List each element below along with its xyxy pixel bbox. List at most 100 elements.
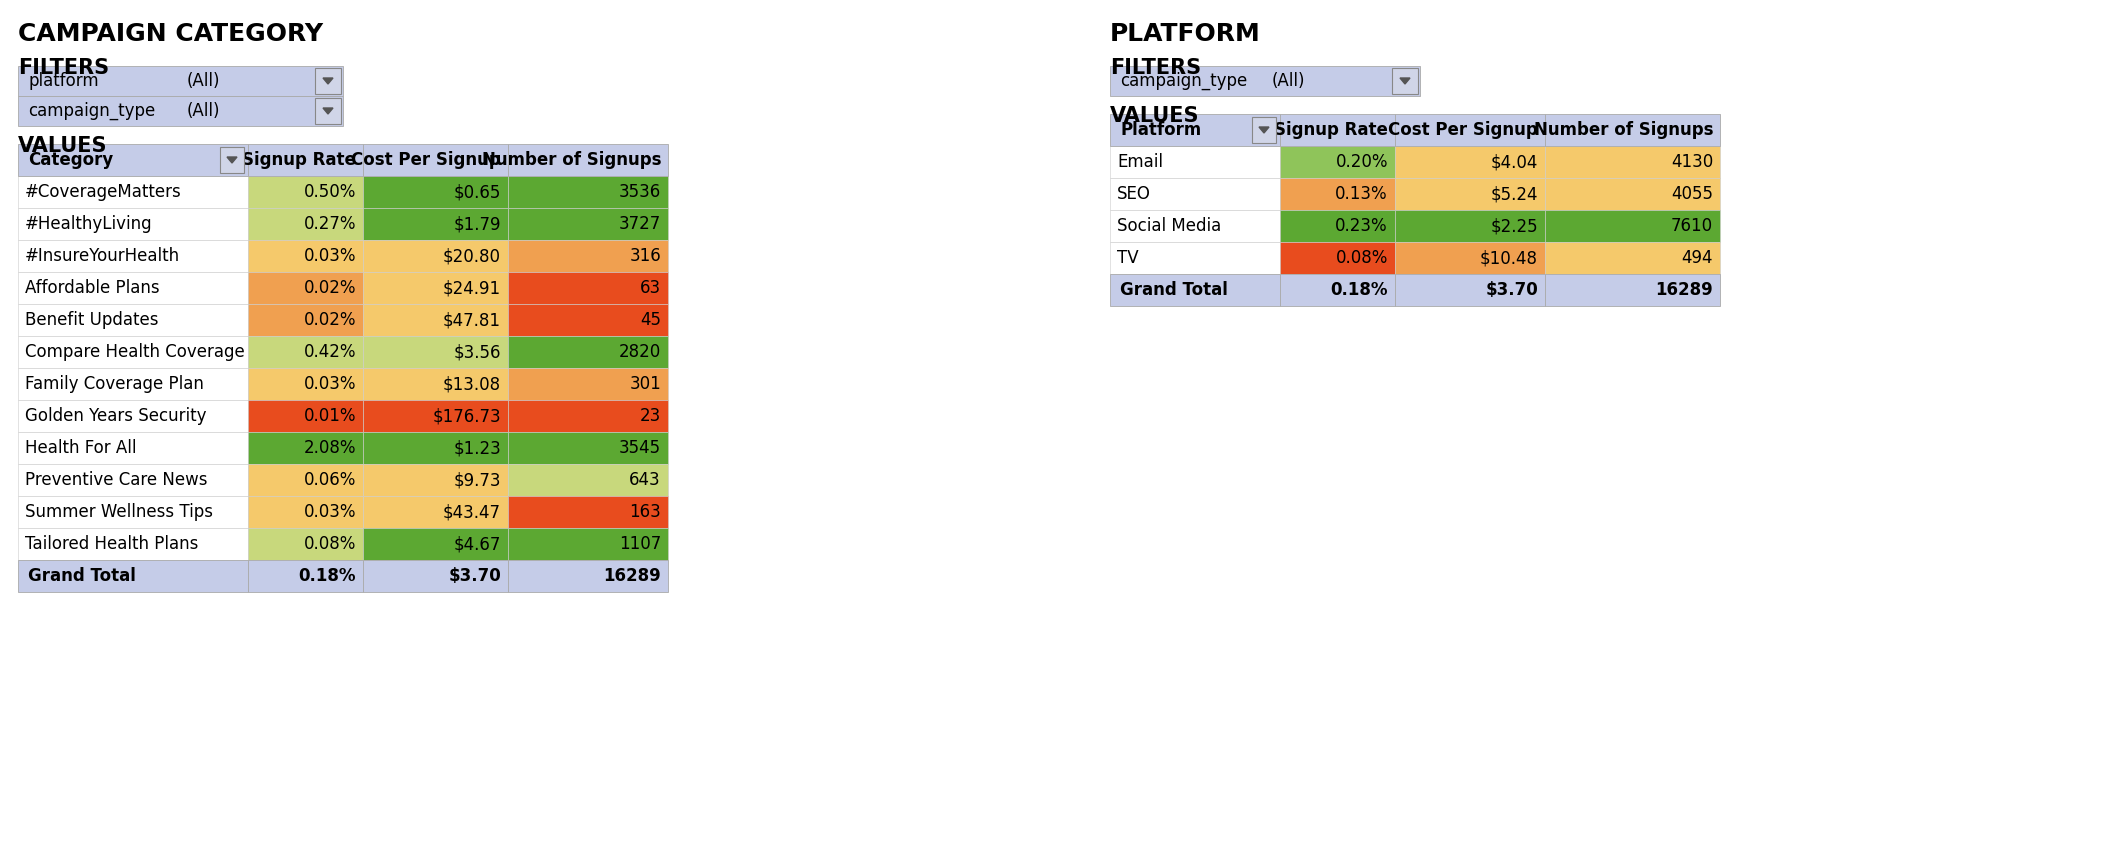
Bar	[509, 240, 667, 272]
Bar	[1396, 210, 1546, 242]
Bar	[1396, 178, 1546, 210]
Text: Health For All: Health For All	[25, 439, 137, 457]
Bar	[19, 368, 247, 400]
Bar	[19, 96, 342, 126]
Bar	[19, 240, 247, 272]
Text: (All): (All)	[188, 72, 220, 90]
Bar	[19, 144, 247, 176]
Bar	[247, 240, 363, 272]
Bar	[247, 464, 363, 496]
Text: 0.08%: 0.08%	[1335, 249, 1388, 267]
Text: Signup Rate: Signup Rate	[243, 151, 357, 169]
Text: $0.65: $0.65	[454, 183, 501, 201]
Bar	[1111, 178, 1280, 210]
Polygon shape	[323, 78, 334, 84]
Text: (All): (All)	[1271, 72, 1305, 90]
Bar	[363, 496, 509, 528]
Text: 16289: 16289	[604, 567, 661, 585]
Text: 3727: 3727	[619, 215, 661, 233]
Text: FILTERS: FILTERS	[1111, 58, 1202, 78]
Text: 3545: 3545	[619, 439, 661, 457]
Text: Platform: Platform	[1119, 121, 1202, 139]
Bar	[247, 144, 363, 176]
Text: 0.03%: 0.03%	[304, 503, 357, 521]
Text: 63: 63	[640, 279, 661, 297]
Bar	[363, 560, 509, 592]
Bar	[363, 304, 509, 336]
Bar	[247, 400, 363, 432]
Bar	[19, 336, 247, 368]
Text: 0.50%: 0.50%	[304, 183, 357, 201]
Bar	[509, 496, 667, 528]
Text: Summer Wellness Tips: Summer Wellness Tips	[25, 503, 213, 521]
Text: Affordable Plans: Affordable Plans	[25, 279, 161, 297]
Text: $47.81: $47.81	[444, 311, 501, 329]
Text: PLATFORM: PLATFORM	[1111, 22, 1261, 46]
Polygon shape	[1400, 78, 1411, 84]
Bar	[1396, 114, 1546, 146]
Text: $5.24: $5.24	[1491, 185, 1538, 203]
Bar	[1252, 117, 1276, 143]
Bar	[19, 496, 247, 528]
Bar	[509, 272, 667, 304]
Text: Social Media: Social Media	[1117, 217, 1221, 235]
Text: 0.01%: 0.01%	[304, 407, 357, 425]
Bar	[247, 560, 363, 592]
Text: 16289: 16289	[1656, 281, 1713, 299]
Bar	[509, 336, 667, 368]
Text: Cost Per Signup: Cost Per Signup	[1388, 121, 1538, 139]
Text: 1107: 1107	[619, 535, 661, 553]
Text: $1.79: $1.79	[454, 215, 501, 233]
Text: #CoverageMatters: #CoverageMatters	[25, 183, 182, 201]
Bar	[19, 560, 247, 592]
Text: 0.13%: 0.13%	[1335, 185, 1388, 203]
Text: Number of Signups: Number of Signups	[482, 151, 661, 169]
Bar	[509, 560, 667, 592]
Bar	[1111, 66, 1419, 96]
Text: 0.23%: 0.23%	[1335, 217, 1388, 235]
Text: #HealthyLiving: #HealthyLiving	[25, 215, 152, 233]
Text: Email: Email	[1117, 153, 1164, 171]
Bar	[247, 208, 363, 240]
Bar	[1280, 242, 1396, 274]
Text: 0.20%: 0.20%	[1335, 153, 1388, 171]
Text: Category: Category	[27, 151, 114, 169]
Bar	[363, 144, 509, 176]
Bar	[509, 464, 667, 496]
Polygon shape	[1259, 127, 1269, 133]
Text: $9.73: $9.73	[454, 471, 501, 489]
Text: $24.91: $24.91	[444, 279, 501, 297]
Text: 0.08%: 0.08%	[304, 535, 357, 553]
Text: Compare Health Coverage: Compare Health Coverage	[25, 343, 245, 361]
Text: 2.08%: 2.08%	[304, 439, 357, 457]
Bar	[247, 272, 363, 304]
Bar	[1546, 146, 1719, 178]
Text: 301: 301	[629, 375, 661, 393]
Bar	[363, 176, 509, 208]
Bar	[509, 144, 667, 176]
Bar	[315, 68, 340, 94]
Text: Tailored Health Plans: Tailored Health Plans	[25, 535, 199, 553]
Text: Number of Signups: Number of Signups	[1533, 121, 1713, 139]
Bar	[19, 464, 247, 496]
Text: 0.03%: 0.03%	[304, 375, 357, 393]
Text: $3.70: $3.70	[1485, 281, 1538, 299]
Bar	[509, 400, 667, 432]
Bar	[1280, 178, 1396, 210]
Bar	[247, 304, 363, 336]
Text: FILTERS: FILTERS	[19, 58, 110, 78]
Bar	[1396, 146, 1546, 178]
Bar	[220, 147, 245, 173]
Bar	[19, 272, 247, 304]
Bar	[363, 368, 509, 400]
Bar	[19, 400, 247, 432]
Text: 3536: 3536	[619, 183, 661, 201]
Bar	[1392, 68, 1417, 94]
Text: platform: platform	[27, 72, 99, 90]
Bar	[247, 176, 363, 208]
Bar	[1396, 242, 1546, 274]
Text: 2820: 2820	[619, 343, 661, 361]
Bar	[1546, 274, 1719, 306]
Bar	[247, 368, 363, 400]
Text: Preventive Care News: Preventive Care News	[25, 471, 207, 489]
